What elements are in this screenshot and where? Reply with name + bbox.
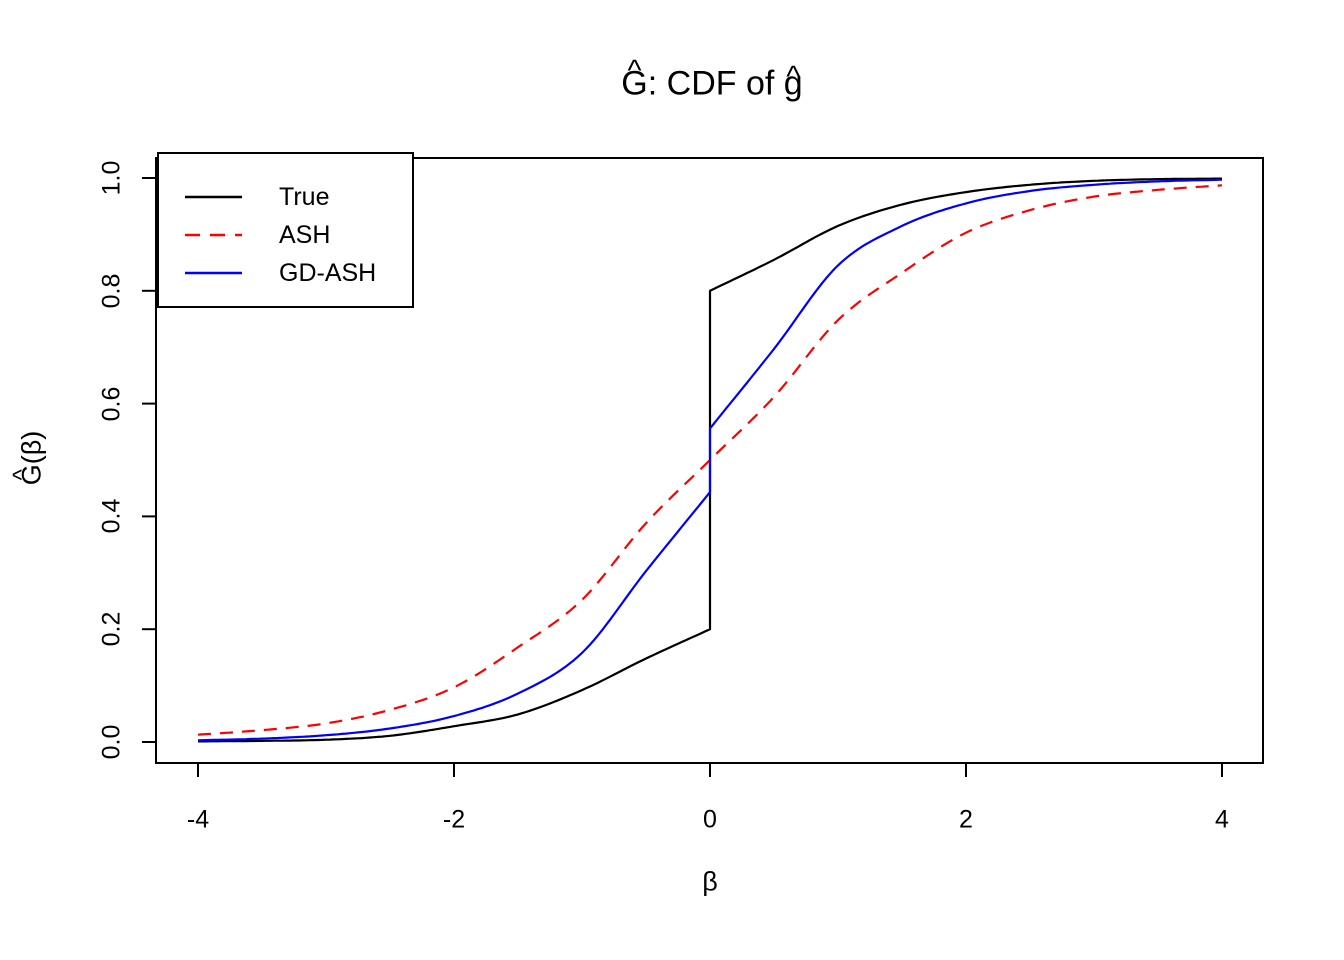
legend-line-sample [185,195,242,199]
hatted-letter: G ^ [8,464,47,486]
x-tick-label: -4 [186,805,210,834]
curve-gd-ash [197,178,1223,742]
x-axis-label: β [702,866,718,897]
legend-item-ash: ASH [159,220,412,250]
legend-label: GD-ASH [279,258,377,287]
y-tick-label: 0.4 [97,499,126,534]
legend-item-true: True [159,182,412,212]
x-tick-label: 4 [1215,805,1229,834]
legend-line-sample [185,271,242,275]
legend-label: ASH [279,220,331,249]
plot-title: G ^: CDF of g ^ [621,54,803,103]
hat-accent: ^ [8,469,36,481]
hatted-letter: G ^ [621,54,648,103]
y-tick-label: 0.8 [97,273,126,309]
y-axis-label: G ^ (β) [8,430,47,486]
legend-item-gd-ash: GD-ASH [159,258,412,288]
legend: True ASH GD-ASH [157,152,414,308]
curve-ash [197,184,1223,736]
y-tick-label: 0.0 [97,724,126,760]
legend-line-sample [185,233,242,237]
x-tick-label: 2 [959,805,973,834]
legend-label: True [279,182,330,211]
x-tick-label: 0 [703,805,717,834]
y-tick-label: 1.0 [97,160,126,196]
y-tick-label: 0.2 [97,611,126,647]
x-tick-label: -2 [442,805,466,834]
hatted-letter: g ^ [783,60,803,103]
hat-accent: ^ [786,60,801,94]
hat-accent: ^ [627,54,642,88]
y-tick-label: 0.6 [97,386,126,421]
